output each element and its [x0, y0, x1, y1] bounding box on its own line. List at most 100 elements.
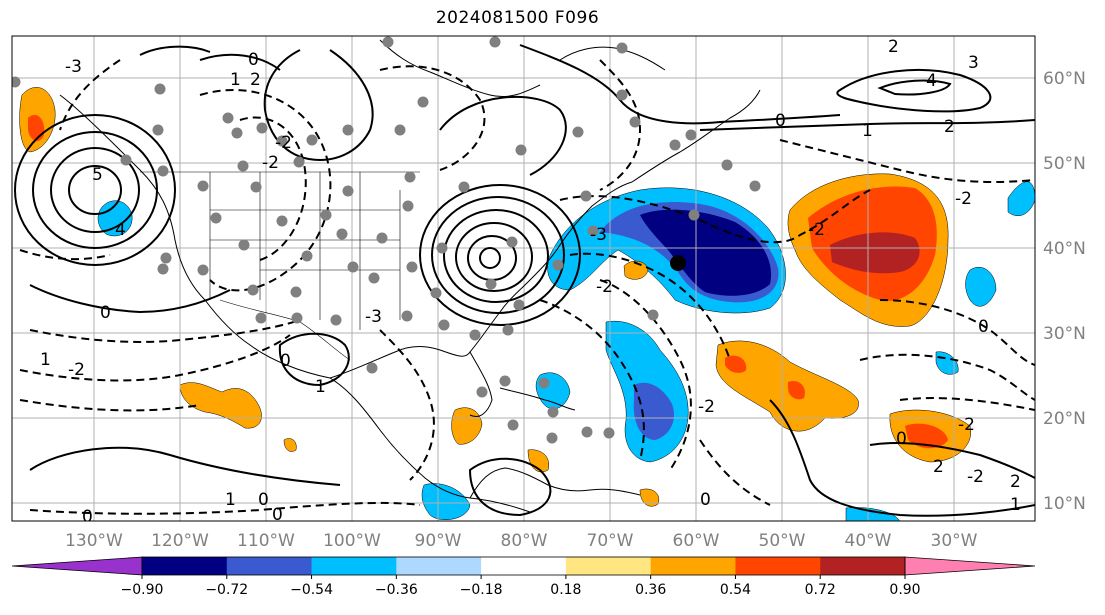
longitude-labels: 130°W 120°W 110°W 100°W 90°W 80°W 70°W 6…	[65, 531, 978, 551]
colorbar-tick-label: −0.90	[121, 582, 164, 598]
map-frame	[11, 35, 1036, 522]
lat-label: 30°N	[1043, 324, 1086, 344]
field-red-east-atlantic-b	[788, 380, 805, 400]
contour-label: 1	[225, 490, 236, 510]
contour-label: 0	[896, 429, 907, 449]
colorbar-cell	[142, 557, 228, 575]
colorbar-cell	[650, 557, 736, 575]
field-blue-central-america	[421, 483, 471, 520]
contour-label: 0	[775, 111, 786, 131]
contour-label: -2	[68, 360, 85, 380]
field-orange-small	[623, 260, 649, 280]
contour-label: 0	[248, 50, 259, 70]
lon-label: 60°W	[673, 531, 720, 551]
colorbar-cell	[565, 557, 652, 575]
colorbar-frame	[141, 556, 906, 576]
colorbar-cell	[226, 557, 313, 575]
field-blue-east-a	[965, 266, 997, 307]
lon-label: 40°W	[845, 531, 892, 551]
lon-label: 120°W	[151, 531, 209, 551]
colorbar	[11, 556, 1036, 576]
contour-label: 1	[230, 70, 241, 90]
contour-label: 2	[944, 117, 955, 137]
colorbar-tick-label: 0.72	[805, 582, 836, 598]
contour-label: -2	[596, 277, 613, 297]
field-orange-small-pacific	[283, 438, 297, 452]
colorbar-cell	[481, 557, 567, 575]
colorbar-tick-label: −0.18	[460, 582, 503, 598]
station-dots	[12, 36, 761, 444]
contour-label: 2	[888, 37, 899, 57]
contour-label: 1	[40, 350, 51, 370]
contour-label: 0	[700, 490, 711, 510]
political-borders	[140, 171, 420, 361]
contour-label: 1	[315, 377, 326, 397]
field-navy-atlantic	[640, 209, 772, 296]
field-orange-east-atlantic	[715, 340, 859, 432]
field-orange-venezuela	[639, 488, 660, 507]
colorbar-tick-label: −0.36	[375, 582, 418, 598]
contour-label: 3	[968, 53, 979, 73]
lon-label: 70°W	[587, 531, 634, 551]
marker-point	[670, 255, 686, 271]
colorbar-tick-labels: −0.90 −0.72 −0.54 −0.36 −0.18 0.18 0.36 0.54 0.7…	[121, 575, 921, 598]
contour-label: 0	[82, 507, 93, 527]
contour-label: 4	[926, 71, 937, 91]
field-blue-east-c	[1007, 181, 1035, 216]
contour-label: 2	[933, 457, 944, 477]
contour-label: 0	[978, 317, 989, 337]
lat-label: 50°N	[1043, 154, 1086, 174]
contour-label: 2	[250, 70, 261, 90]
contours-negative	[19, 59, 1035, 515]
graticule	[12, 36, 1035, 521]
lat-label: 60°N	[1043, 69, 1086, 89]
lon-label: 30°W	[931, 531, 978, 551]
contour-label: -3	[365, 307, 382, 327]
coastlines	[59, 39, 761, 513]
colorbar-cell	[820, 557, 906, 575]
contour-label: -2	[967, 467, 984, 487]
colorbar-tick-label: 0.18	[550, 582, 581, 598]
contour-label: 0	[280, 351, 291, 371]
colorbar-tick-label: 0.90	[889, 582, 920, 598]
colorbar-tick-label: −0.54	[290, 582, 333, 598]
contour-label: -2	[275, 133, 292, 153]
colorbar-tick-label: −0.72	[205, 582, 248, 598]
field-red-east-atlantic-a	[725, 355, 747, 373]
contour-label: 0	[100, 303, 111, 323]
colorbar-extend-max	[904, 556, 1036, 576]
contour-label: 4	[115, 220, 126, 240]
lon-label: 80°W	[501, 531, 548, 551]
contours-positive	[14, 44, 1035, 517]
lon-label: 100°W	[323, 531, 381, 551]
field-darkred-central-atlantic	[830, 232, 920, 274]
map-title: 2024081500 F096	[435, 8, 600, 28]
contour-label: 0	[258, 490, 269, 510]
lat-label: 10°N	[1043, 494, 1086, 514]
contour-label: -2	[958, 415, 975, 435]
colorbar-extend-min	[11, 556, 143, 576]
contour-label: -2	[955, 189, 972, 209]
lon-label: 110°W	[237, 531, 295, 551]
contour-label: -3	[590, 225, 607, 245]
lon-label: 130°W	[65, 531, 123, 551]
colorbar-tick-label: 0.36	[635, 582, 666, 598]
lon-label: 50°W	[759, 531, 806, 551]
lon-label: 90°W	[415, 531, 462, 551]
field-orange-mexico	[179, 382, 262, 429]
contour-label: 5	[92, 165, 103, 185]
contour-label: -2	[698, 397, 715, 417]
latitude-labels: 60°N 50°N 40°N 30°N 20°N 10°N	[1043, 69, 1086, 514]
lat-label: 20°N	[1043, 409, 1086, 429]
contour-label: 2	[1010, 472, 1021, 492]
colorbar-cell	[311, 557, 397, 575]
contour-label: -2	[262, 153, 279, 173]
colorbar-cell	[735, 557, 821, 575]
contour-label: 1	[1010, 495, 1021, 515]
contour-labels: -3 5 4 1 2 0 -2 -2 0 1 -2 0 1 -3 1 0 0 0…	[40, 37, 1021, 527]
field-red-south-atlantic	[905, 423, 948, 449]
lat-label: 40°N	[1043, 239, 1086, 259]
colorbar-cell	[396, 557, 482, 575]
colorbar-tick-label: 0.54	[720, 582, 751, 598]
